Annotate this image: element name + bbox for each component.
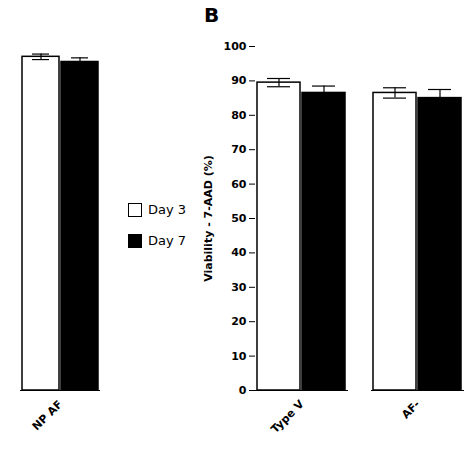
svg-text:90: 90 xyxy=(231,74,247,87)
svg-text:NP AF: NP AF xyxy=(30,398,65,433)
svg-text:80: 80 xyxy=(231,109,247,122)
svg-text:100: 100 xyxy=(224,40,247,53)
html-text:Day 7: Day 7 xyxy=(148,233,187,248)
svg-text:60: 60 xyxy=(231,178,247,191)
svg-text:0: 0 xyxy=(239,384,247,397)
svg-text:50: 50 xyxy=(231,212,247,225)
html-text:B: B xyxy=(204,3,220,27)
svg-text:Type V: Type V xyxy=(268,397,307,436)
svg-text:10: 10 xyxy=(231,350,247,363)
svg-text:40: 40 xyxy=(231,246,247,259)
svg-text:20: 20 xyxy=(231,315,247,328)
svg-text:70: 70 xyxy=(231,143,247,156)
svg-text:Viability - 7-AAD (%): Viability - 7-AAD (%) xyxy=(202,155,215,282)
html-text:Day 3: Day 3 xyxy=(148,202,187,217)
svg-text:AF-: AF- xyxy=(399,398,423,422)
svg-text:30: 30 xyxy=(231,281,247,294)
